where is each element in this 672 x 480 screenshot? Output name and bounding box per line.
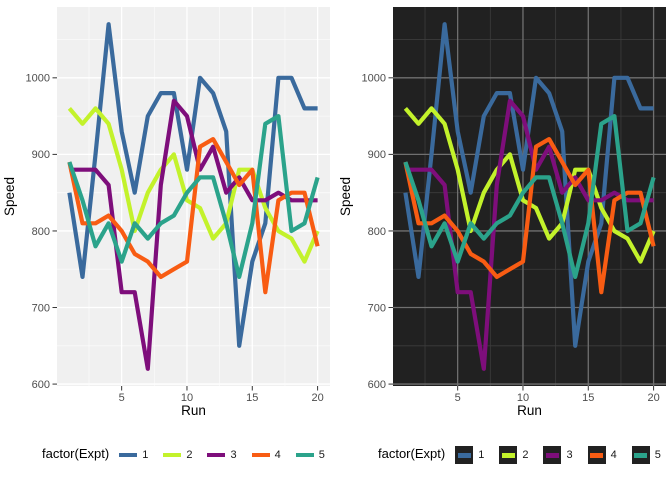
- series-line-3: [405, 98, 654, 371]
- y-tick-label-800: 800: [368, 226, 386, 238]
- legend-swatch-3: [543, 446, 562, 464]
- legend-label-3: 3: [566, 448, 573, 461]
- legend-label-1: 1: [142, 448, 149, 461]
- legend-line-sample-3: [545, 452, 559, 458]
- legend-label-1: 1: [478, 448, 485, 461]
- legend-swatch-1: [119, 446, 138, 464]
- y-tick-label-1000: 1000: [362, 73, 386, 85]
- legend-label-5: 5: [654, 448, 661, 461]
- chart-column-dark: 600 700 800 900 1000 5 10 15 20 Speed Run factor(E…: [336, 0, 672, 480]
- series-line-3: [69, 98, 318, 371]
- legend-swatch-4: [251, 446, 270, 464]
- legend-line-sample-5: [634, 452, 648, 458]
- legend-key-4: 4: [251, 446, 281, 464]
- legend-line-sample-5: [295, 453, 314, 457]
- legend-dark-theme: factor(Expt) 1 2 3 4 5: [336, 420, 672, 480]
- legend-swatch-5: [631, 446, 650, 464]
- legend-line-sample-1: [119, 453, 138, 457]
- line-chart-dark-theme: 600 700 800 900 1000 5 10 15 20 Speed Run: [338, 7, 666, 418]
- line-chart-light-theme: 600 700 800 900 1000 5 10 15 20 Speed Run: [2, 7, 330, 418]
- legend-swatch-5: [295, 446, 314, 464]
- legend-label-5: 5: [318, 448, 325, 461]
- x-tick-label-5: 5: [455, 392, 461, 404]
- legend-line-sample-2: [501, 452, 515, 458]
- legend-swatch-4: [587, 446, 606, 464]
- legend-line-sample-2: [163, 453, 182, 457]
- x-tick-label-5: 5: [119, 392, 125, 404]
- y-axis-title: Speed: [2, 177, 17, 216]
- y-tick-label-900: 900: [32, 149, 50, 161]
- y-tick-label-700: 700: [368, 302, 386, 314]
- legend-key-1: 1: [455, 446, 484, 464]
- x-tick-label-20: 20: [647, 392, 659, 404]
- legend-label-3: 3: [230, 448, 237, 461]
- legend-label-4: 4: [610, 448, 617, 461]
- legend-swatch-2: [499, 446, 518, 464]
- series-line-5: [403, 113, 656, 279]
- y-tick-label-1000: 1000: [26, 73, 50, 85]
- legend-line-sample-1: [457, 452, 471, 458]
- legend-line-sample-4: [251, 453, 270, 457]
- y-tick-label-600: 600: [32, 379, 50, 391]
- x-tick-label-20: 20: [311, 392, 323, 404]
- legend-title: factor(Expt): [42, 446, 110, 461]
- x-tick-label-15: 15: [582, 392, 594, 404]
- legend-line-sample-4: [590, 452, 604, 458]
- legend-label-2: 2: [522, 448, 529, 461]
- series-line-4: [403, 137, 656, 295]
- y-axis-title: Speed: [338, 177, 353, 216]
- legend-key-3: 3: [207, 446, 237, 464]
- legend-title: factor(Expt): [378, 446, 446, 461]
- x-tick-label-10: 10: [181, 392, 193, 404]
- legend-key-3: 3: [543, 446, 573, 464]
- x-tick-label-10: 10: [517, 392, 529, 404]
- y-tick-label-800: 800: [32, 226, 50, 238]
- legend-label-2: 2: [186, 448, 193, 461]
- x-axis-title: Run: [517, 403, 542, 418]
- legend-swatch-1: [455, 446, 474, 464]
- legend-key-4: 4: [587, 446, 617, 464]
- legend-swatch-3: [207, 446, 226, 464]
- legend-swatch-2: [163, 446, 182, 464]
- legend-key-2: 2: [499, 446, 528, 464]
- chart-column-light: 600 700 800 900 1000 5 10 15 20 Speed Run factor(E…: [0, 7, 336, 480]
- x-tick-label-15: 15: [246, 392, 258, 404]
- y-tick-label-600: 600: [368, 379, 386, 391]
- legend-light-theme: factor(Expt) 1 2 3 4 5: [0, 420, 336, 480]
- legend-key-5: 5: [295, 446, 325, 464]
- series-line-1: [67, 22, 318, 348]
- series-line-5: [67, 113, 320, 279]
- legend-line-sample-3: [207, 453, 226, 457]
- y-tick-label-700: 700: [32, 302, 50, 314]
- legend-label-4: 4: [274, 448, 281, 461]
- x-axis-title: Run: [181, 403, 206, 418]
- legend-key-5: 5: [631, 446, 661, 464]
- legend-key-1: 1: [119, 446, 148, 464]
- legend-key-2: 2: [163, 446, 192, 464]
- series-line-1: [403, 22, 654, 348]
- y-tick-label-900: 900: [368, 149, 386, 161]
- series-line-4: [67, 137, 320, 295]
